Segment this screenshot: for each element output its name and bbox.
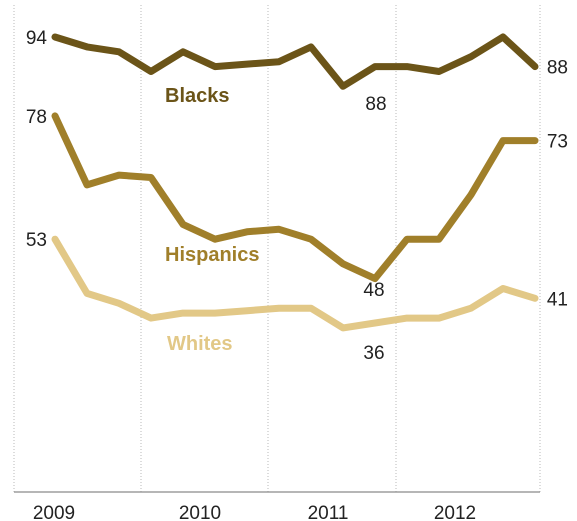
x-tick-label: 2012	[434, 503, 476, 521]
x-tick-label: 2010	[179, 503, 221, 521]
x-axis-ticks: 2009 2010 2011 2012	[33, 503, 476, 521]
series-lines	[51, 33, 539, 332]
low-label-hispanics: 48	[363, 280, 384, 301]
series-name-blacks: Blacks	[165, 85, 230, 107]
data-labels: Blacks 94 88 88 Hispanics 78 73 48 Whites 53 41 36	[26, 28, 568, 364]
series-name-whites: Whites	[167, 333, 233, 355]
x-tick-label: 2011	[308, 503, 349, 521]
start-label-hispanics: 78	[26, 107, 47, 128]
start-label-blacks: 94	[26, 28, 48, 49]
end-label-hispanics: 73	[547, 132, 568, 153]
series-name-hispanics: Hispanics	[165, 244, 259, 266]
x-tick-label: 2009	[33, 503, 75, 521]
low-label-blacks: 88	[365, 94, 386, 115]
series-line-hispanics	[51, 112, 539, 283]
grid-lines	[13, 5, 541, 492]
start-label-whites: 53	[26, 230, 47, 251]
end-label-blacks: 88	[547, 58, 568, 79]
end-label-whites: 41	[547, 289, 568, 310]
series-line-whites	[51, 235, 539, 332]
series-line-blacks	[51, 33, 539, 90]
low-label-whites: 36	[363, 343, 384, 364]
